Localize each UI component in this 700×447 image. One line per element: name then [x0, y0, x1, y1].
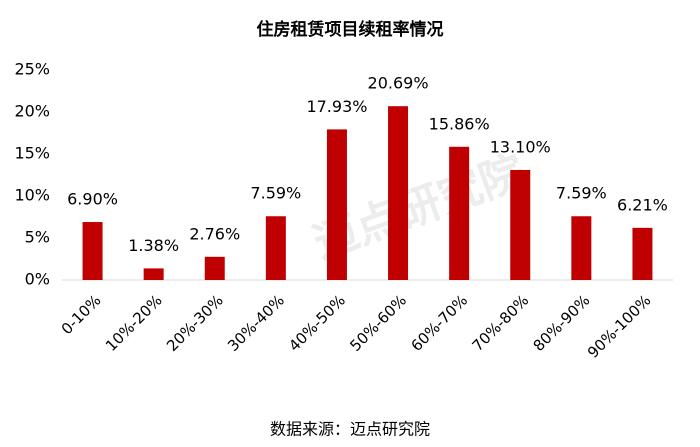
value-label: 7.59% [250, 184, 301, 203]
value-label: 13.10% [490, 137, 551, 156]
x-tick-label: 70%-80% [469, 291, 533, 355]
bar [82, 222, 103, 280]
value-label: 6.90% [67, 190, 118, 209]
bar [265, 216, 286, 280]
bar [632, 227, 653, 280]
bar [449, 146, 470, 280]
value-label: 20.69% [368, 74, 429, 93]
value-label: 1.38% [128, 236, 179, 255]
bar [388, 106, 409, 280]
value-label: 6.21% [617, 195, 668, 214]
value-label: 7.59% [556, 184, 607, 203]
x-tick-label: 10%-20% [102, 291, 166, 355]
value-label: 17.93% [306, 97, 367, 116]
x-tick-label: 60%-70% [407, 291, 471, 355]
value-label: 2.76% [189, 224, 240, 243]
y-tick-label: 25% [14, 60, 50, 79]
y-tick-label: 15% [14, 144, 50, 163]
x-tick-label: 50%-60% [346, 291, 410, 355]
source-note: 数据来源：迈点研究院 [270, 420, 430, 439]
x-tick-label: 0-10% [58, 291, 105, 338]
x-tick-label: 80%-90% [530, 291, 594, 355]
bar [326, 129, 347, 280]
bar [571, 216, 592, 280]
y-tick-label: 20% [14, 102, 50, 121]
chart-title: 住房租赁项目续租率情况 [257, 19, 444, 40]
bar [510, 169, 531, 280]
bar [143, 268, 164, 280]
x-tick-label: 90%-100% [584, 291, 654, 361]
y-tick-label: 10% [14, 186, 50, 205]
x-tick-label: 30%-40% [224, 291, 288, 355]
value-label: 15.86% [429, 114, 490, 133]
x-tick-label: 20%-30% [163, 291, 227, 355]
y-tick-label: 5% [25, 228, 50, 247]
y-tick-label: 0% [25, 270, 50, 289]
bar [204, 256, 225, 280]
x-tick-label: 40%-50% [285, 291, 349, 355]
